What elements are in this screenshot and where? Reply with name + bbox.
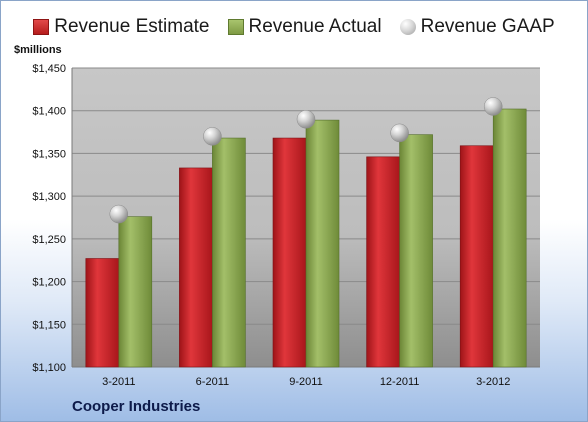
bar-revenue-estimate — [366, 156, 400, 368]
legend-label-estimate: Revenue Estimate — [54, 16, 210, 37]
y-tick-label: $1,300 — [32, 191, 66, 203]
legend: Revenue Estimate Revenue Actual Revenue … — [0, 14, 588, 40]
legend-item-estimate: Revenue Estimate — [33, 16, 210, 38]
bar-revenue-actual — [399, 134, 433, 368]
y-tick-label: $1,350 — [32, 148, 66, 160]
legend-label-actual: Revenue Actual — [248, 16, 382, 37]
marker-revenue-gaap — [109, 204, 129, 224]
legend-swatch-gaap — [399, 19, 416, 35]
y-tick-label: $1,400 — [32, 106, 66, 118]
y-tick-label: $1,200 — [32, 277, 66, 289]
bar-revenue-actual — [118, 216, 153, 368]
x-tick-label: 6-2011 — [196, 376, 229, 388]
bar-revenue-actual — [212, 137, 246, 368]
bar-revenue-actual — [305, 119, 340, 368]
marker-revenue-gaap — [296, 110, 316, 129]
legend-swatch-actual — [227, 19, 244, 35]
marker-revenue-gaap — [390, 123, 409, 143]
bar-revenue-estimate — [272, 137, 307, 368]
bar-revenue-estimate — [85, 258, 120, 368]
company-name: Cooper Industries — [72, 398, 201, 415]
bar-revenue-estimate — [179, 167, 213, 368]
bar-revenue-actual — [492, 108, 527, 368]
x-tick-label: 3-2012 — [476, 376, 510, 388]
x-tick-label: 9-2011 — [289, 376, 322, 388]
y-tick-label: $1,250 — [32, 234, 66, 246]
marker-revenue-gaap — [203, 127, 222, 146]
legend-label-gaap: Revenue GAAP — [420, 16, 555, 37]
y-axis-units-label: $millions — [14, 44, 62, 56]
y-tick-label: $1,100 — [32, 362, 66, 374]
y-tick-label: $1,150 — [32, 319, 66, 331]
legend-item-actual: Revenue Actual — [227, 16, 382, 38]
marker-revenue-gaap — [483, 97, 503, 116]
legend-swatch-estimate — [33, 19, 50, 35]
x-tick-label: 12-2011 — [380, 376, 420, 388]
bar-revenue-estimate — [459, 145, 494, 368]
legend-item-gaap: Revenue GAAP — [399, 16, 555, 38]
x-tick-label: 3-2011 — [102, 376, 135, 388]
y-tick-label: $1,450 — [32, 63, 66, 75]
